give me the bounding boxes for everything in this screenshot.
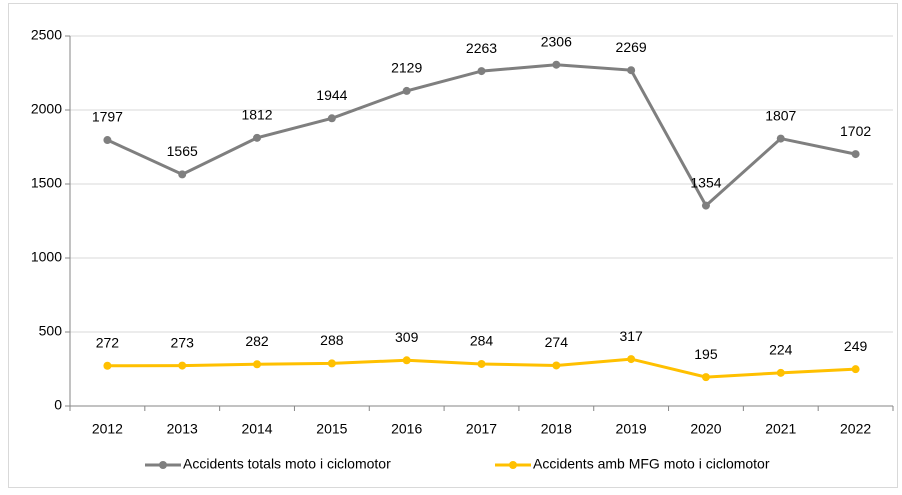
y-tick-label: 2500: [31, 27, 62, 43]
point-marker: [701, 201, 710, 210]
y-tick-label: 0: [54, 397, 62, 413]
data-label: 249: [844, 338, 868, 354]
data-label: 1702: [840, 123, 871, 139]
y-tick-label: 1000: [31, 249, 62, 265]
data-label: 2269: [616, 39, 647, 55]
x-tick-label: 2022: [840, 421, 871, 437]
legend-marker: [509, 461, 517, 469]
point-marker: [627, 355, 636, 364]
point-marker: [103, 361, 112, 370]
data-label: 1812: [241, 107, 272, 123]
data-label: 288: [320, 332, 344, 348]
x-tick-label: 2018: [541, 421, 572, 437]
point-marker: [477, 359, 486, 368]
x-tick-label: 2016: [391, 421, 422, 437]
point-marker: [178, 361, 187, 370]
data-label: 272: [96, 334, 120, 350]
x-tick-label: 2015: [316, 421, 347, 437]
x-tick-label: 2020: [690, 421, 721, 437]
y-tick-label: 1500: [31, 175, 62, 191]
legend-label: Accidents amb MFG moto i ciclomotor: [533, 456, 770, 472]
data-label: 1797: [92, 109, 123, 125]
y-tick-label: 500: [39, 323, 63, 339]
point-marker: [701, 373, 710, 382]
x-tick-label: 2012: [92, 421, 123, 437]
point-marker: [327, 114, 336, 123]
data-label: 284: [470, 333, 494, 349]
x-tick-label: 2014: [241, 421, 272, 437]
x-tick-label: 2019: [616, 421, 647, 437]
point-marker: [552, 60, 561, 69]
data-label: 317: [619, 328, 643, 344]
data-label: 274: [545, 334, 569, 350]
data-label: 195: [694, 346, 718, 362]
point-marker: [477, 67, 486, 76]
point-marker: [253, 133, 262, 142]
x-tick-label: 2013: [167, 421, 198, 437]
point-marker: [327, 359, 336, 368]
data-label: 1354: [690, 174, 721, 190]
point-marker: [851, 150, 860, 159]
x-tick-label: 2017: [466, 421, 497, 437]
chart-border: [8, 3, 898, 488]
point-marker: [776, 134, 785, 143]
point-marker: [851, 365, 860, 374]
data-label: 1565: [167, 143, 198, 159]
data-label: 2263: [466, 40, 497, 56]
legend-marker: [159, 461, 167, 469]
legend-label: Accidents totals moto i ciclomotor: [183, 456, 391, 472]
point-marker: [402, 356, 411, 365]
data-label: 273: [171, 334, 195, 350]
x-tick-label: 2021: [765, 421, 796, 437]
point-marker: [178, 170, 187, 179]
y-tick-label: 2000: [31, 101, 62, 117]
data-label: 2306: [541, 33, 572, 49]
data-label: 1944: [316, 87, 347, 103]
point-marker: [253, 360, 262, 369]
data-label: 2129: [391, 60, 422, 76]
data-label: 309: [395, 329, 419, 345]
point-marker: [552, 361, 561, 370]
point-marker: [776, 368, 785, 377]
data-label: 1807: [765, 107, 796, 123]
point-marker: [103, 136, 112, 145]
data-label: 282: [245, 333, 269, 349]
point-marker: [627, 66, 636, 75]
point-marker: [402, 86, 411, 95]
data-label: 224: [769, 342, 793, 358]
